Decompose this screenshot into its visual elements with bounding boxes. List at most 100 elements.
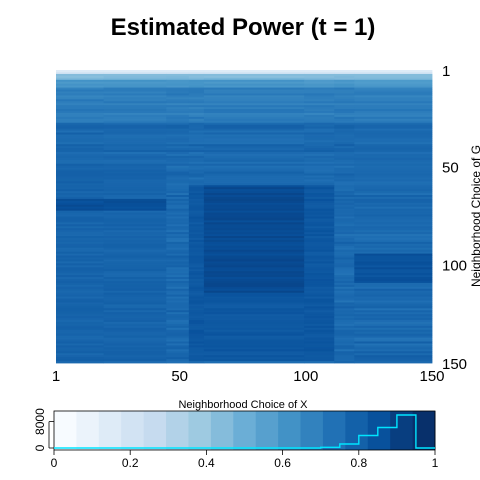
heatmap-cell <box>166 345 190 348</box>
heatmap-cell <box>354 173 433 176</box>
heatmap-cell <box>166 329 190 333</box>
heatmap-cell <box>103 259 167 262</box>
heatmap-cell <box>334 323 355 327</box>
heatmap-cell <box>166 304 190 307</box>
heatmap-cell <box>56 93 105 96</box>
heatmap-cell <box>203 171 305 174</box>
heatmap-cell <box>304 183 335 186</box>
heatmap-cell <box>188 323 205 327</box>
heatmap-cell <box>354 234 433 237</box>
heatmap-cell <box>354 230 433 233</box>
heatmap-cell <box>203 83 305 87</box>
heatmap-cell <box>203 224 305 227</box>
heatmap-cell <box>166 277 190 280</box>
heatmap-cell <box>203 345 305 348</box>
heatmap-cell <box>166 263 190 266</box>
heatmap-cell <box>203 353 305 356</box>
heatmap-cell <box>103 239 167 243</box>
legend-swatch <box>76 411 100 450</box>
heatmap-cell <box>304 275 335 278</box>
heatmap-cell <box>103 185 167 188</box>
heatmap-cell <box>188 95 205 98</box>
heatmap-cell <box>188 155 205 159</box>
x-tick-label: 50 <box>171 368 188 385</box>
heatmap-cell <box>188 296 205 299</box>
heatmap-cell <box>203 111 305 114</box>
heatmap-cell <box>56 316 105 319</box>
heatmap-cell <box>103 271 167 274</box>
legend-frame <box>53 410 436 451</box>
hist-x-tick-label: 0.4 <box>198 456 215 470</box>
heatmap-cell <box>56 202 105 206</box>
heatmap-cell <box>56 239 105 243</box>
heatmap-cell <box>188 206 205 210</box>
heatmap-cell <box>56 265 105 268</box>
heatmap-cell <box>188 99 205 102</box>
heatmap-cell <box>354 316 433 319</box>
heatmap-cell <box>203 120 305 124</box>
heatmap-cell <box>304 132 335 135</box>
heatmap-cell <box>304 161 335 165</box>
heatmap-cell <box>334 226 355 229</box>
heatmap-cell <box>103 306 167 309</box>
heatmap-cell <box>188 298 205 301</box>
heatmap-cell <box>203 321 305 325</box>
heatmap-cell <box>166 228 190 231</box>
heatmap-cell <box>334 361 355 364</box>
heatmap-cell <box>334 208 355 212</box>
heatmap-cell <box>56 282 105 286</box>
heatmap-cell <box>354 325 433 329</box>
heatmap-cell <box>103 318 167 321</box>
heatmap-cell <box>103 204 167 208</box>
heatmap-cell <box>166 294 190 297</box>
heatmap-cell <box>188 218 205 221</box>
heatmap-cell <box>188 312 205 315</box>
heatmap-cell <box>103 159 167 163</box>
heatmap-cell <box>354 347 433 350</box>
heatmap-cell <box>354 300 433 303</box>
heatmap-cell <box>354 75 433 79</box>
heatmap-cell <box>103 273 167 276</box>
heatmap-cell <box>188 134 205 137</box>
heatmap-cell <box>166 167 190 171</box>
heatmap-cell <box>188 71 205 75</box>
heatmap-cell <box>56 208 105 212</box>
heatmap-cell <box>203 206 305 210</box>
heatmap-cell <box>203 193 305 196</box>
heatmap-cell <box>188 179 205 182</box>
heatmap-cell <box>304 175 335 178</box>
heatmap-cell <box>354 271 433 274</box>
heatmap-cell <box>166 99 190 102</box>
heatmap-cell <box>354 163 433 167</box>
heatmap-cell <box>103 343 167 346</box>
heatmap-cell <box>334 228 355 231</box>
heatmap-cell <box>188 316 205 319</box>
heatmap-cell <box>166 187 190 190</box>
heatmap-cell <box>304 105 335 108</box>
heatmap-cell <box>188 279 205 282</box>
heatmap-cell <box>56 351 105 354</box>
heatmap-cell <box>304 142 335 145</box>
heatmap-cell <box>334 253 355 256</box>
heatmap-cell <box>354 308 433 311</box>
heatmap-cell <box>103 280 167 284</box>
heatmap-cell <box>334 111 355 114</box>
heatmap-cell <box>56 134 105 137</box>
heatmap-cell <box>56 95 105 98</box>
heatmap-cell <box>103 140 167 143</box>
heatmap-cell <box>103 277 167 280</box>
heatmap-cell <box>188 187 205 190</box>
heatmap-cell <box>304 93 335 96</box>
heatmap-cell <box>188 109 205 112</box>
heatmap-cell <box>188 345 205 348</box>
heatmap-cell <box>56 310 105 313</box>
heatmap-cell <box>56 97 105 100</box>
heatmap-cell <box>166 218 190 221</box>
heatmap-cell <box>188 111 205 114</box>
heatmap-cell <box>56 341 105 344</box>
heatmap-cell <box>188 185 205 188</box>
heatmap-cell <box>354 216 433 219</box>
heatmap-cell <box>166 85 190 88</box>
heatmap-cell <box>304 148 335 151</box>
heatmap-cell <box>56 71 105 75</box>
